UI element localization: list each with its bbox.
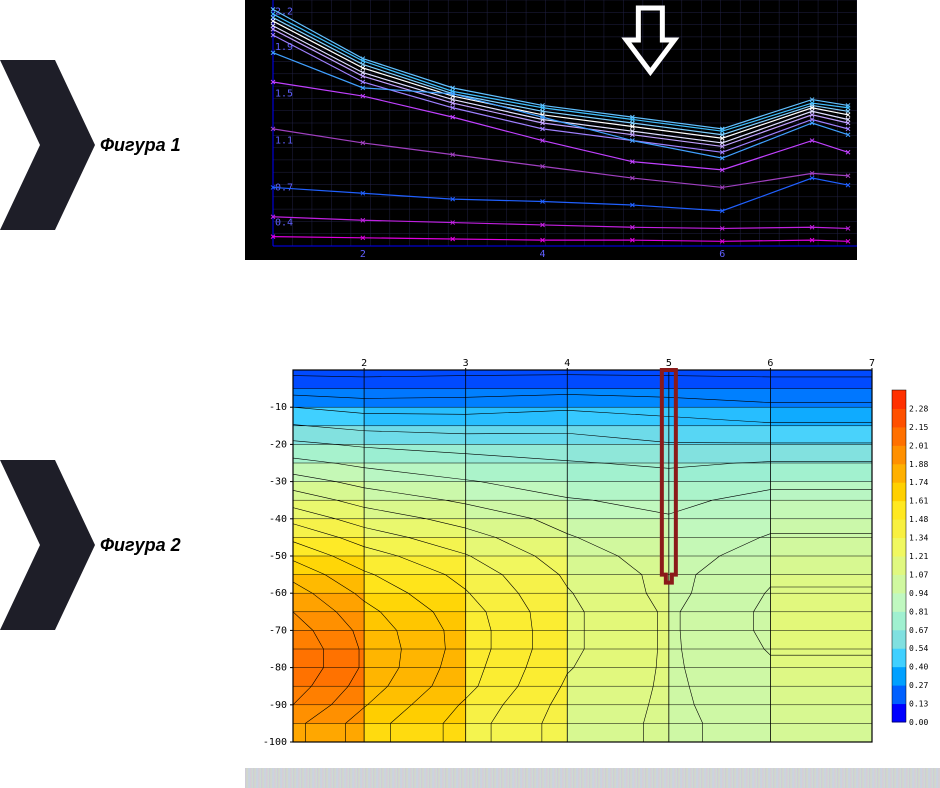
svg-text:1.61: 1.61	[909, 497, 928, 506]
svg-text:2: 2	[360, 249, 366, 260]
svg-text:1.48: 1.48	[909, 515, 928, 524]
svg-text:5: 5	[666, 358, 672, 369]
chevron-icon	[0, 60, 100, 230]
svg-text:0.40: 0.40	[909, 663, 928, 672]
figure1-label: Фигура 1	[100, 135, 181, 156]
svg-text:0.81: 0.81	[909, 607, 928, 616]
svg-text:1.88: 1.88	[909, 460, 928, 469]
svg-text:-100: -100	[263, 737, 287, 747]
svg-text:1.21: 1.21	[909, 552, 928, 561]
figure1-label-block: Фигура 1	[0, 60, 230, 230]
line-chart: 0.40.71.11.51.92.2246	[245, 0, 857, 260]
svg-text:7: 7	[869, 358, 875, 369]
svg-text:1.1: 1.1	[275, 136, 293, 147]
svg-text:1.9: 1.9	[275, 42, 293, 53]
contour-heatmap-chart: 2 3 4 5 6 7 -10 -20 -30 -40 -50 -60 -70 -80 -90 -100 0.…	[245, 352, 940, 747]
svg-text:6: 6	[719, 249, 725, 260]
svg-text:-70: -70	[269, 625, 287, 636]
svg-text:-50: -50	[269, 551, 287, 562]
svg-text:0.94: 0.94	[909, 589, 928, 598]
svg-text:4: 4	[540, 249, 546, 260]
svg-text:0.67: 0.67	[909, 626, 928, 635]
svg-text:0.27: 0.27	[909, 681, 928, 690]
svg-text:-80: -80	[269, 663, 287, 674]
svg-text:1.34: 1.34	[909, 534, 928, 543]
svg-text:0.13: 0.13	[909, 700, 928, 709]
svg-text:1.5: 1.5	[275, 89, 293, 100]
svg-text:0.4: 0.4	[275, 218, 293, 229]
svg-text:2.15: 2.15	[909, 423, 928, 432]
svg-text:3: 3	[463, 358, 469, 369]
svg-text:-10: -10	[269, 402, 287, 413]
chevron-icon	[0, 460, 100, 630]
svg-text:4: 4	[564, 358, 570, 369]
svg-text:-20: -20	[269, 439, 287, 450]
heatmap-svg: 2 3 4 5 6 7 -10 -20 -30 -40 -50 -60 -70 -80 -90 -100 0.…	[245, 352, 940, 747]
svg-text:-90: -90	[269, 700, 287, 711]
figure2-label: Фигура 2	[100, 535, 181, 556]
svg-text:1.07: 1.07	[909, 570, 928, 579]
decorative-strip	[245, 768, 940, 788]
svg-text:2.28: 2.28	[909, 404, 928, 413]
svg-text:0.00: 0.00	[909, 718, 928, 727]
svg-text:-30: -30	[269, 477, 287, 488]
svg-text:6: 6	[767, 358, 773, 369]
svg-text:-40: -40	[269, 514, 287, 525]
figure2-label-block: Фигура 2	[0, 460, 230, 630]
svg-text:-60: -60	[269, 588, 287, 599]
svg-text:1.74: 1.74	[909, 478, 928, 487]
svg-text:0.54: 0.54	[909, 644, 928, 653]
line-chart-svg: 0.40.71.11.51.92.2246	[245, 0, 857, 260]
svg-text:2.01: 2.01	[909, 441, 928, 450]
svg-text:2: 2	[361, 358, 367, 369]
